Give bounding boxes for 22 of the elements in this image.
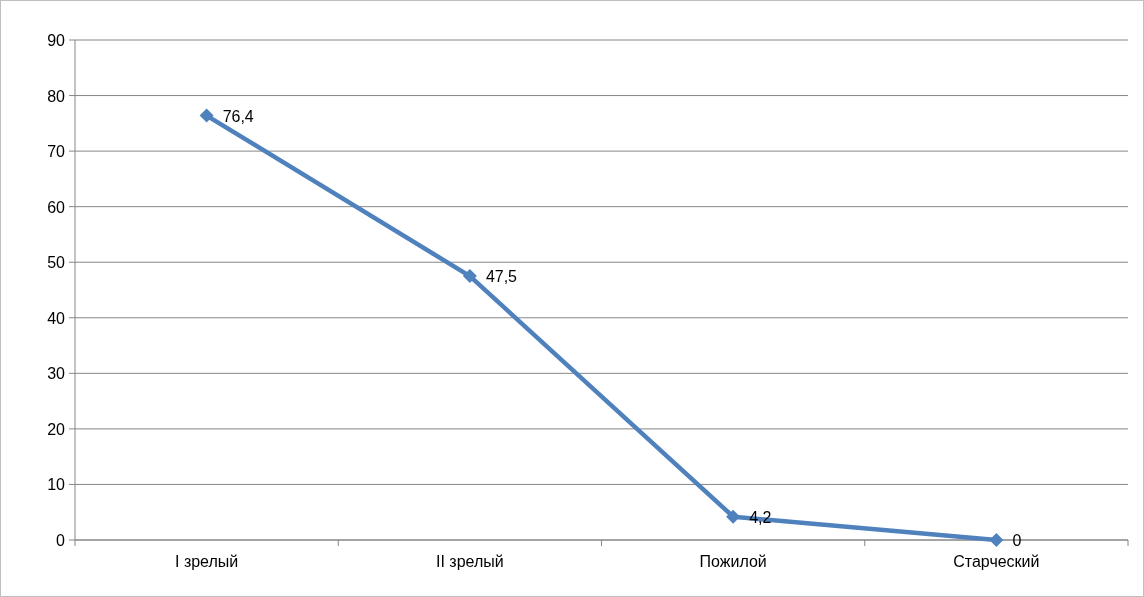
data-label: 0 bbox=[1012, 532, 1022, 549]
data-label: 76,4 bbox=[222, 107, 254, 125]
point bbox=[462, 269, 477, 284]
y-tick-label: 30 bbox=[47, 365, 66, 383]
y-tick-label: 20 bbox=[47, 420, 66, 438]
y-tick-label: 60 bbox=[47, 198, 66, 216]
x-tick-label: Пожилой bbox=[699, 553, 767, 570]
y-tick-label: 70 bbox=[47, 143, 66, 161]
y-tick-label: 80 bbox=[47, 87, 66, 105]
y-tick-label: 50 bbox=[47, 254, 66, 272]
x-tick-label: II зрелый bbox=[436, 553, 504, 570]
data-label: 47,5 bbox=[485, 268, 518, 286]
y-tick-label: 0 bbox=[56, 532, 66, 549]
point bbox=[726, 509, 741, 524]
x-tick-label: I зрелый bbox=[174, 553, 239, 570]
y-tick-label: 40 bbox=[47, 309, 66, 327]
y-tick-label: 90 bbox=[47, 32, 66, 49]
x-tick-label: Старческий bbox=[953, 553, 1040, 570]
data-label: 4,2 bbox=[749, 508, 772, 526]
point bbox=[199, 108, 214, 123]
point bbox=[989, 533, 1004, 547]
y-tick-label: 10 bbox=[47, 476, 66, 494]
